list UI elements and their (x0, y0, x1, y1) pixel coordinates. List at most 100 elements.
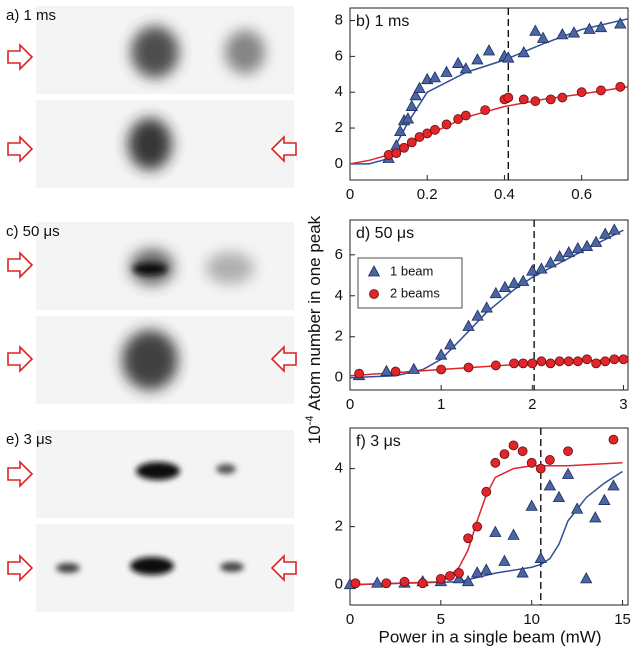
circle-point (518, 358, 529, 369)
triangle-point (471, 566, 484, 578)
legend-box (357, 257, 463, 309)
panel-label: c) 50 μs (6, 223, 60, 240)
plot-frame (349, 219, 629, 391)
triangle-point (498, 554, 511, 566)
fit-curve (349, 470, 623, 586)
legend-label: 1 beam (390, 263, 433, 278)
circle-point (480, 105, 491, 116)
circle-point (576, 87, 587, 98)
circle-point (441, 119, 452, 130)
triangle-point (553, 250, 566, 262)
circle-point (481, 486, 492, 497)
triangle-point (594, 20, 608, 33)
y-tick-label: 4 (335, 83, 343, 100)
triangle-point (536, 31, 550, 43)
x-tick-label: 1 (437, 396, 445, 413)
legend-label: 2 beams (390, 285, 440, 300)
circle-point (591, 358, 601, 369)
x-tick-label: 0 (346, 396, 354, 413)
triangle-point (543, 479, 557, 491)
triangle-point (482, 44, 496, 56)
atom-cloud (56, 563, 80, 573)
y-tick-label: 8 (335, 12, 343, 29)
plot-frame (349, 7, 629, 181)
circle-point (435, 573, 446, 584)
triangle-point (394, 124, 407, 137)
triangle-point (534, 551, 547, 563)
triangle-point (428, 71, 442, 83)
atom-cloud (122, 330, 178, 390)
triangle-point (525, 499, 538, 511)
circle-point (518, 94, 529, 105)
triangle-point (480, 563, 493, 575)
circle-point (572, 356, 583, 367)
circle-point (563, 446, 573, 457)
y-tick-label: 2 (335, 328, 343, 345)
circle-point (536, 356, 547, 367)
triangle-point (567, 26, 581, 38)
y-tick-label: 6 (335, 246, 343, 263)
beam-arrow (7, 44, 33, 70)
triangle-point (489, 525, 502, 537)
circle-point (354, 368, 365, 379)
panel-label: e) 3 μs (6, 431, 52, 448)
circle-point (463, 533, 474, 544)
circle-point (509, 358, 519, 369)
beam-arrow (7, 346, 33, 372)
triangle-point (570, 502, 584, 514)
circle-point (390, 366, 401, 377)
x-tick-label: 0 (346, 611, 354, 628)
circle-point (436, 364, 447, 375)
x-tick-label: 10 (523, 611, 540, 628)
circle-point (596, 85, 606, 96)
circle-point (472, 521, 483, 532)
y-tick-label: 2 (335, 119, 343, 136)
atom-cloud (220, 562, 244, 572)
triangle-point (552, 490, 566, 503)
y-tick-label: 4 (335, 460, 343, 477)
chart-title: b) 1 ms (356, 13, 409, 30)
circle-point (391, 148, 402, 159)
circle-point (490, 360, 501, 371)
atom-cloud (136, 462, 180, 480)
circle-point (406, 137, 417, 148)
circle-point (463, 362, 474, 373)
circle-point (530, 96, 541, 107)
circle-point (535, 463, 546, 474)
image-panels: a) 1 ms c) 50 μs e) 3 μs (6, 6, 297, 612)
triangle-point (380, 364, 393, 376)
triangle-point (444, 338, 457, 350)
triangle-point (507, 276, 521, 288)
circle-point (417, 578, 428, 589)
circle-point (430, 124, 440, 135)
circle-point (445, 571, 455, 581)
circle-point (563, 356, 574, 367)
triangle-point (434, 348, 448, 360)
triangle-point (440, 65, 453, 77)
triangle-point (471, 53, 484, 65)
triangle-point (607, 479, 620, 491)
atom-cloud (133, 263, 167, 275)
y-tick-label: 6 (335, 47, 343, 64)
circle-point (527, 358, 538, 369)
triangle-point (462, 319, 475, 331)
x-tick-label: 0.2 (417, 186, 438, 203)
triangle-point (608, 223, 621, 235)
triangle-point (589, 235, 603, 247)
y-tick-label: 4 (335, 287, 343, 304)
atom-cloud (206, 252, 254, 284)
atom-cloud (225, 30, 265, 74)
triangle-point (498, 280, 512, 292)
triangle-point (489, 286, 503, 299)
circle-point (582, 354, 592, 365)
chart-title: f) 3 μs (356, 433, 401, 450)
circle-point (600, 356, 611, 367)
triangle-point (589, 511, 602, 523)
x-tick-label: 15 (614, 611, 631, 628)
y-axis-label: 10-4 Atom number in one peak (304, 215, 325, 444)
x-tick-label: 0 (346, 186, 354, 203)
y-label-text: Atom number in one peak (305, 215, 324, 410)
circle-point (554, 356, 565, 367)
circle-point (350, 578, 361, 589)
